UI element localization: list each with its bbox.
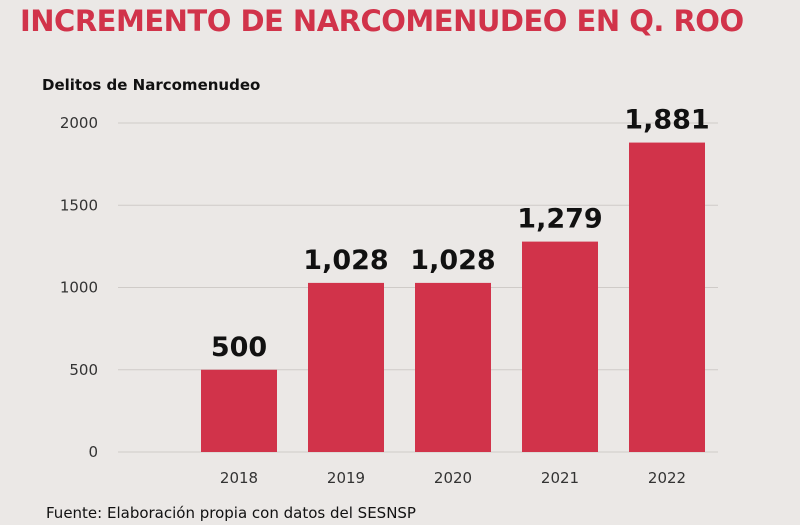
y-tick-labels: 0 500 1000 1500 2000 (60, 114, 98, 461)
bar-2022 (629, 142, 705, 452)
bar-2018 (201, 369, 277, 452)
y-tick-2000: 2000 (60, 114, 98, 132)
data-label-2022: 1,881 (624, 105, 709, 136)
x-tick-2019: 2019 (327, 469, 365, 487)
y-tick-0: 0 (88, 443, 98, 461)
bar-2020 (415, 282, 491, 452)
x-tick-2021: 2021 (541, 469, 579, 487)
source-note: Fuente: Elaboración propia con datos del… (46, 504, 416, 522)
y-tick-1000: 1000 (60, 279, 98, 297)
x-tick-2020: 2020 (434, 469, 472, 487)
data-label-2019: 1,028 (303, 245, 388, 276)
data-labels: 500 1,028 1,028 1,279 1,881 (211, 105, 710, 363)
bar-2021 (522, 241, 598, 452)
bar-chart: 0 500 1000 1500 2000 500 1,028 1,028 1,279 1,881… (60, 105, 718, 487)
x-tick-2022: 2022 (648, 469, 686, 487)
x-tick-2018: 2018 (220, 469, 258, 487)
bar-2019 (308, 282, 384, 452)
chart-title: INCREMENTO DE NARCOMENUDEO EN Q. ROO (20, 4, 744, 38)
data-label-2018: 500 (211, 332, 267, 363)
data-label-2021: 1,279 (517, 204, 602, 235)
y-tick-1500: 1500 (60, 196, 98, 214)
data-label-2020: 1,028 (410, 245, 495, 276)
bars (201, 142, 705, 452)
y-axis-label: Delitos de Narcomenudeo (42, 76, 261, 94)
y-tick-500: 500 (69, 361, 98, 379)
x-tick-labels: 2018 2019 2020 2021 2022 (220, 469, 686, 487)
